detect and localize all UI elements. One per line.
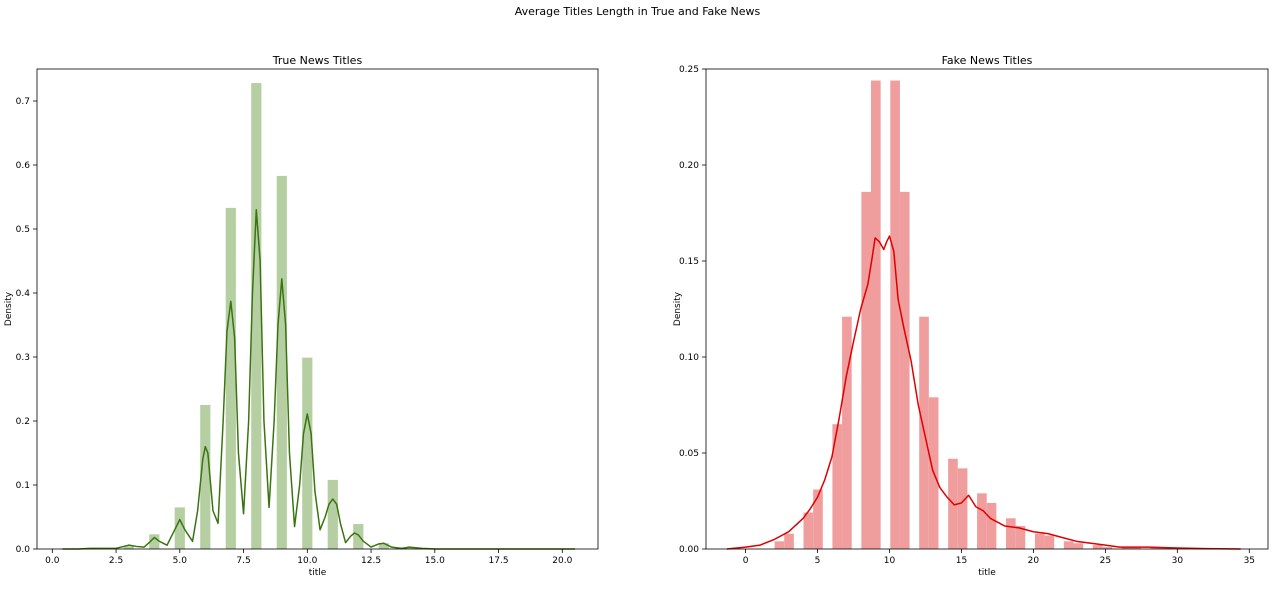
true-news-xtick-label-8: 20.0 [552,556,572,566]
true-news-bar-11 [404,547,415,549]
true-news-xtick-label-3: 7.5 [236,556,250,566]
fake-news-ytick-label-5: 0.25 [679,65,699,75]
fake-news-xtick-label-7: 35 [1244,556,1255,566]
fake-news-bar-16 [1006,518,1016,549]
true-news-xtick-label-2: 5.0 [173,556,188,566]
true-news-xtick-label-0: 0.0 [45,556,60,566]
fake-news-bar-19 [1044,535,1055,549]
fake-news-bar-5 [842,316,852,549]
true-news-ytick-label-4: 0.4 [16,289,31,299]
fake-news-ytick-label-0: 0.00 [679,545,699,555]
true-news-ytick-label-7: 0.7 [16,97,30,107]
true-news-bar-0 [123,546,134,549]
fake-news-bar-6 [861,191,871,549]
fake-news-xtick-label-4: 20 [1028,556,1040,566]
fake-news-xtick-label-6: 30 [1172,556,1184,566]
fake-news-ytick-label-3: 0.15 [679,257,699,267]
fake-news-bar-8 [890,80,900,550]
true-news-bar-2 [174,507,185,549]
figure-suptitle: Average Titles Length in True and Fake N… [514,5,761,18]
fake-news-bar-22 [1092,545,1103,549]
fake-news-ylabel: Density [673,291,683,326]
fake-news-xtick-label-5: 25 [1100,556,1111,566]
true-news-ytick-label-6: 0.6 [16,161,31,171]
fake-news-bar-1 [784,533,794,549]
fake-news-bar-2 [803,512,814,549]
fake-news-bar-21 [1073,543,1084,549]
fake-news-bar-26 [1150,548,1161,549]
fake-news-chart: 0 5 10 15 20 25 30 35 0.00 0.05 0.10 0.15 0.20 0.25 Fa… [673,54,1269,578]
fake-news-bar-23 [1102,547,1113,549]
true-news-xtick-label-4: 10.0 [297,556,317,566]
fake-news-chart-title: Fake News Titles [942,54,1033,67]
true-news-ytick-label-5: 0.5 [16,225,30,235]
fake-news-bar-14 [977,493,987,549]
fake-news-bar-24 [1121,547,1132,549]
fake-news-xtick-label-0: 0 [743,556,749,566]
fake-news-xtick-label-1: 5 [815,556,821,566]
fake-news-axes-frame [705,68,1269,550]
true-news-axes-frame [36,68,599,550]
true-news-ytick-label-2: 0.2 [16,417,30,427]
fake-news-bar-20 [1063,541,1074,549]
fake-news-xtick-label-2: 10 [884,556,896,566]
true-news-ytick-label-0: 0.0 [16,545,31,555]
true-news-xtick-label-7: 17.5 [489,556,509,566]
true-news-xlabel: title [309,568,327,578]
true-news-bar-6 [276,175,287,549]
true-news-xtick-label-6: 15.0 [425,556,445,566]
fake-news-ytick-label-2: 0.10 [679,353,699,363]
true-news-bar-3 [200,405,211,549]
fake-news-ytick-label-1: 0.05 [679,449,699,459]
fake-news-bar-4 [832,424,843,549]
fake-news-bar-7 [871,80,881,550]
fake-news-bar-17 [1015,525,1026,549]
true-news-ytick-label-3: 0.3 [16,353,30,363]
fake-news-bar-3 [813,489,823,549]
fake-news-bar-13 [957,468,968,549]
fake-news-ytick-label-4: 0.20 [679,161,699,171]
fake-news-xlabel: title [978,568,996,578]
true-news-bar-5 [251,83,262,549]
true-news-chart: 0.0 2.5 5.0 7.5 10.0 12.5 15.0 17.5 20.0 0.0 0.1 0.… [4,54,599,578]
true-news-bar-7 [302,357,313,549]
true-news-xtick-label-1: 2.5 [109,556,123,566]
fake-news-bar-25 [1131,547,1141,549]
true-news-bar-4 [225,207,236,549]
true-news-xtick-label-5: 12.5 [361,556,381,566]
true-news-bar-10 [378,543,389,549]
fake-news-kde-line [726,235,1241,550]
true-news-bar-9 [353,524,364,549]
fake-news-bar-27 [1160,548,1170,549]
fake-news-xtick-label-3: 15 [956,556,967,566]
fake-news-bar-9 [899,191,910,549]
true-news-bar-8 [327,479,338,549]
fake-news-bar-18 [1034,533,1045,549]
true-news-kde-line [62,209,576,550]
true-news-ylabel: Density [4,291,14,326]
fake-news-bar-0 [774,541,785,549]
fake-news-bar-15 [986,502,997,549]
true-news-bar-1 [149,534,160,549]
true-news-chart-title: True News Titles [272,54,363,67]
true-news-ytick-label-1: 0.1 [16,481,30,491]
